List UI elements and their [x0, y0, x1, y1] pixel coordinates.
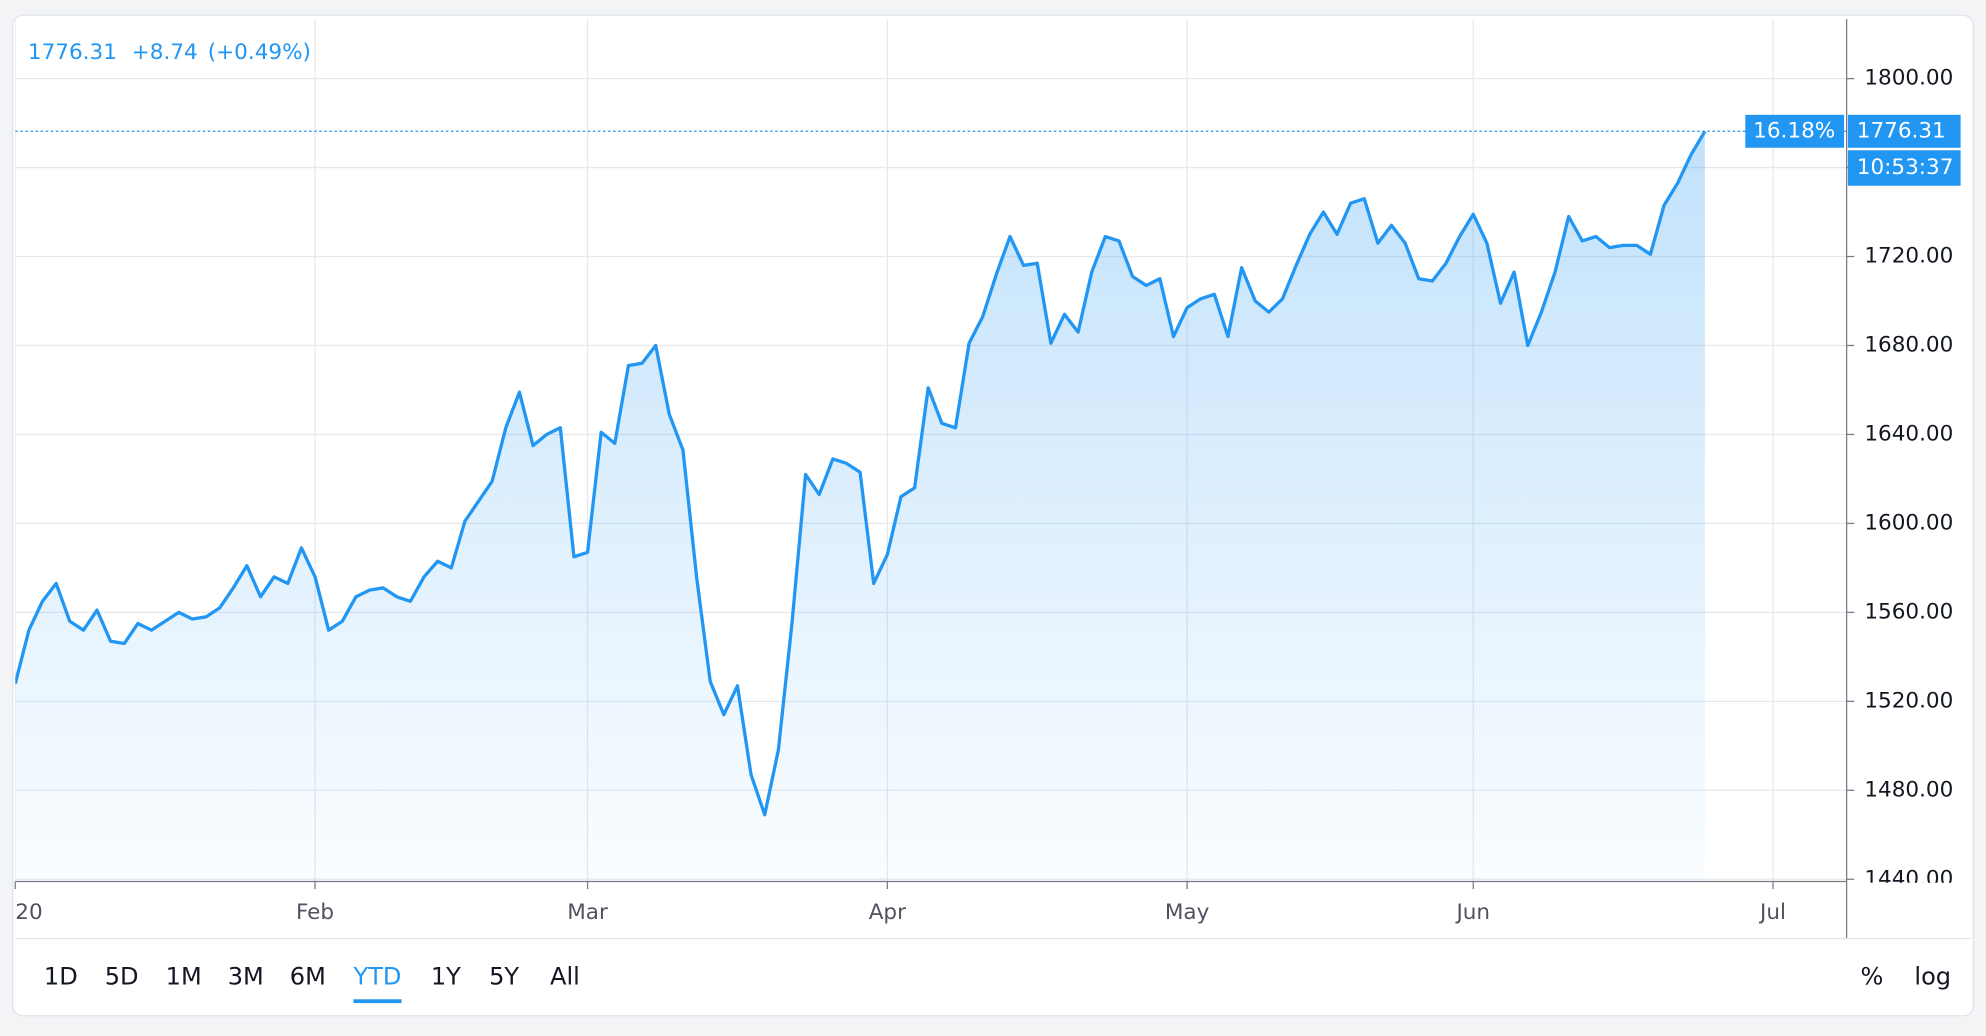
active-underline [353, 999, 402, 1004]
range-button[interactable]: YTD [353, 963, 402, 991]
x-tick-label: Jul [1758, 900, 1786, 925]
x-tick-label: Jun [1454, 900, 1490, 925]
x-tick-label: Feb [296, 900, 334, 925]
x-tick-label: 20 [15, 900, 42, 925]
range-button[interactable]: 1Y [431, 963, 461, 991]
x-tick-label: May [1165, 900, 1210, 925]
price-line [15, 130, 1707, 817]
header-price: 1776.31 [28, 40, 117, 65]
price-tag-label: 1776.31 [1857, 118, 1946, 143]
scale-option[interactable]: log [1914, 963, 1951, 991]
header-change-percent: (+0.49%) [208, 40, 311, 65]
axis-cover [1847, 882, 1970, 934]
y-tick-label: 1680.00 [1864, 332, 1953, 357]
percent-tag-label: 16.18% [1753, 118, 1835, 143]
range-button[interactable]: All [550, 963, 580, 991]
y-tick-label: 1520.00 [1864, 688, 1953, 713]
y-tick-label: 1720.00 [1864, 244, 1953, 269]
range-button[interactable]: 6M [290, 963, 326, 991]
range-button[interactable]: 5Y [489, 963, 519, 991]
price-tag [1847, 114, 1961, 148]
x-tick-label: Apr [869, 900, 906, 925]
scale-option[interactable]: % [1861, 963, 1884, 991]
x-tick-label: Mar [567, 900, 608, 925]
y-tick-label: 1640.00 [1864, 421, 1953, 446]
y-tick-label: 1800.00 [1864, 66, 1953, 91]
range-button[interactable]: 3M [228, 963, 264, 991]
area [15, 131, 1705, 882]
header-change: +8.74 [132, 40, 198, 65]
y-tick-label: 1480.00 [1864, 777, 1953, 802]
time-tag-label: 10:53:37 [1857, 155, 1954, 180]
percent-tag [1745, 114, 1845, 148]
range-button[interactable]: 5D [105, 963, 139, 991]
range-button[interactable]: 1M [166, 963, 202, 991]
y-tick-label: 1600.00 [1864, 510, 1953, 535]
time-tag [1847, 150, 1961, 186]
y-tick-label: 1560.00 [1864, 599, 1953, 624]
range-button[interactable]: 1D [44, 963, 78, 991]
